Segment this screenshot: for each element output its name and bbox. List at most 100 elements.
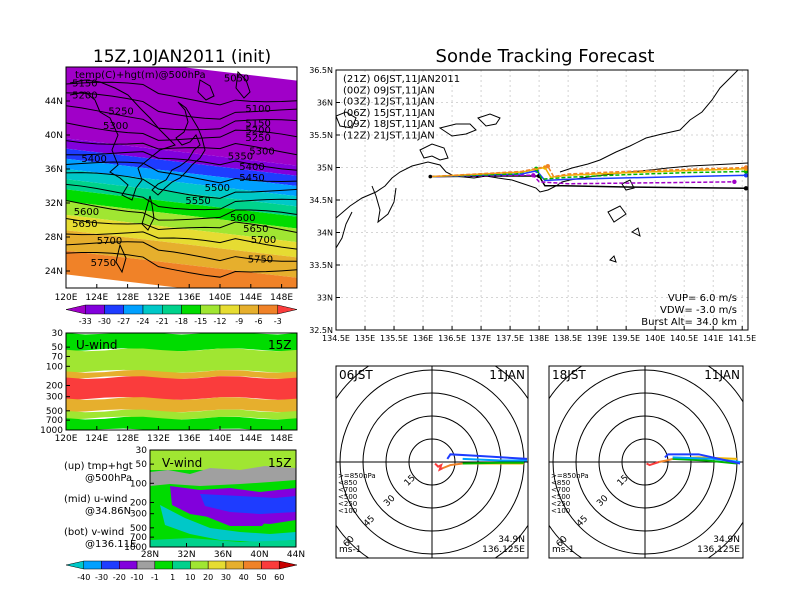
hodograph-legend-entry: >=850hPa	[338, 472, 376, 480]
colorbar-cell	[278, 560, 298, 570]
colorbar-cell	[207, 560, 227, 570]
hodograph-line	[442, 462, 463, 470]
legend-entry: (03Z) 12JST,11JAN	[343, 97, 435, 108]
colorbar-label: -27	[117, 317, 130, 326]
temp-panel-subtitle: temp(C)+hgt(m)@500hPa	[75, 70, 206, 81]
ring-label: 45	[575, 514, 590, 529]
contour-label: 5600	[74, 207, 99, 218]
x-tick-label: 28N	[141, 550, 159, 560]
hodograph-lon: 136.125E	[482, 545, 525, 555]
x-tick-label: 148E	[270, 293, 293, 303]
contour-label: 5650	[243, 224, 268, 235]
y-tick-label: 44N	[45, 97, 63, 107]
colorbar-cell	[104, 304, 124, 315]
u-band	[66, 348, 297, 373]
sonde-tracks	[428, 164, 748, 191]
temp-band	[66, 169, 297, 207]
u-band	[66, 333, 297, 352]
hodograph-lon: 136.125E	[697, 545, 740, 555]
speed-unit: ms-1	[339, 545, 361, 555]
y-tick-label: 700	[130, 533, 147, 543]
y-tick-label: 100	[130, 479, 147, 489]
contour-label-text: 5750	[248, 255, 273, 266]
temp-band	[66, 201, 297, 243]
y-tick-label: 30	[52, 329, 64, 339]
colorbar-label: 1	[170, 573, 175, 582]
contour-label-text: 5200	[245, 125, 270, 136]
y-tick-label: 36.5N	[309, 66, 333, 75]
speed-unit: ms-1	[552, 545, 574, 555]
hodograph-date: 11JAN	[489, 368, 525, 382]
contour-label: 5700	[97, 236, 122, 247]
hodograph-series	[646, 453, 741, 467]
y-tick-label: 35.5N	[309, 131, 333, 140]
height-contour	[66, 241, 297, 262]
temp-band	[66, 148, 297, 186]
x-tick-label: 128E	[116, 293, 139, 303]
y-tick-label: 34.5N	[309, 196, 333, 205]
hodograph-legend-entry: <250	[338, 500, 357, 508]
y-tick-label: 36N	[317, 99, 333, 108]
colorbar-cell	[243, 560, 262, 570]
note-up-level: @500hPa	[85, 473, 132, 484]
hodograph-legend-entry: <500	[338, 493, 357, 501]
temp-height-panel: 15Z,10JAN2011 (init) temp(C)+hgt(m)@500h…	[45, 47, 298, 326]
sonde-track-line	[430, 169, 748, 182]
temp-band	[66, 158, 297, 197]
legend-entry: (09Z) 18JST,11JAN	[343, 119, 435, 130]
x-tick-label: 140.5E	[670, 334, 698, 343]
contour-label-text: 5250	[108, 107, 133, 118]
x-tick-label: 135.5E	[380, 334, 408, 343]
colorbar-cell	[261, 560, 280, 570]
colorbar-label: -9	[235, 317, 243, 326]
hodograph-legend-entry: <700	[551, 486, 570, 494]
contour-label: 5200	[72, 90, 97, 101]
colorbar-label: 40	[239, 573, 249, 582]
height-contour	[66, 122, 297, 141]
colorbar-cell	[225, 560, 244, 570]
y-tick-label: 500	[46, 407, 63, 417]
y-tick-label: 500	[130, 524, 147, 534]
coastline	[69, 70, 251, 274]
hodograph-legend-entry: <850	[551, 479, 570, 487]
temp-band	[66, 250, 297, 288]
y-tick-label: 32N	[45, 199, 63, 209]
y-tick-label: 35N	[317, 164, 333, 173]
height-contours	[66, 81, 297, 278]
tracking-panel: Sonde Tracking Forecast (21Z) 06JST,11JA…	[309, 46, 756, 343]
colorbar-cell	[172, 560, 191, 570]
height-contour	[66, 140, 297, 156]
hodograph-title: 18JST	[552, 368, 586, 382]
contour-label: 5150	[245, 119, 270, 130]
colorbar-cell	[136, 560, 156, 570]
note-bot-lon: @136.11E	[85, 539, 136, 550]
temp-band	[66, 138, 297, 176]
contour-label: 5450	[239, 173, 264, 184]
y-tick-label: 32.5N	[309, 326, 333, 335]
colorbar-label: 30	[221, 573, 231, 582]
x-tick-label: 141E	[703, 334, 723, 343]
temp-y-ticks: 24N 28N 32N 36N 40N 44N	[45, 97, 70, 277]
contour-label-text: 5700	[251, 235, 276, 246]
hodograph-legend-entry: <850	[338, 479, 357, 487]
colorbar-cell	[142, 304, 163, 315]
hodograph-line	[462, 461, 524, 465]
x-tick-label: 148E	[270, 434, 293, 444]
height-contour	[66, 218, 297, 234]
x-tick-label: 120E	[55, 293, 78, 303]
y-tick-label: 28N	[45, 233, 63, 243]
u-band	[66, 370, 297, 380]
colorbar-label: -6	[255, 317, 263, 326]
hodograph-frame	[548, 365, 744, 559]
colorbar-label: -33	[79, 317, 92, 326]
hodograph-legend-entry: >=850hPa	[551, 472, 589, 480]
y-tick-label: 50	[52, 343, 64, 353]
v-wind-shading	[150, 450, 296, 547]
landing-point	[743, 165, 748, 170]
x-tick-label: 137.5E	[496, 334, 524, 343]
v-x-ticks: 28N 32N 36N 40N 44N	[141, 543, 305, 560]
x-tick-label: 136E	[178, 293, 201, 303]
colorbar-label: 20	[203, 573, 213, 582]
v-colorbar: -40 -30 -20 -10 -1 1 10 20 30 40 50 60	[65, 560, 298, 582]
